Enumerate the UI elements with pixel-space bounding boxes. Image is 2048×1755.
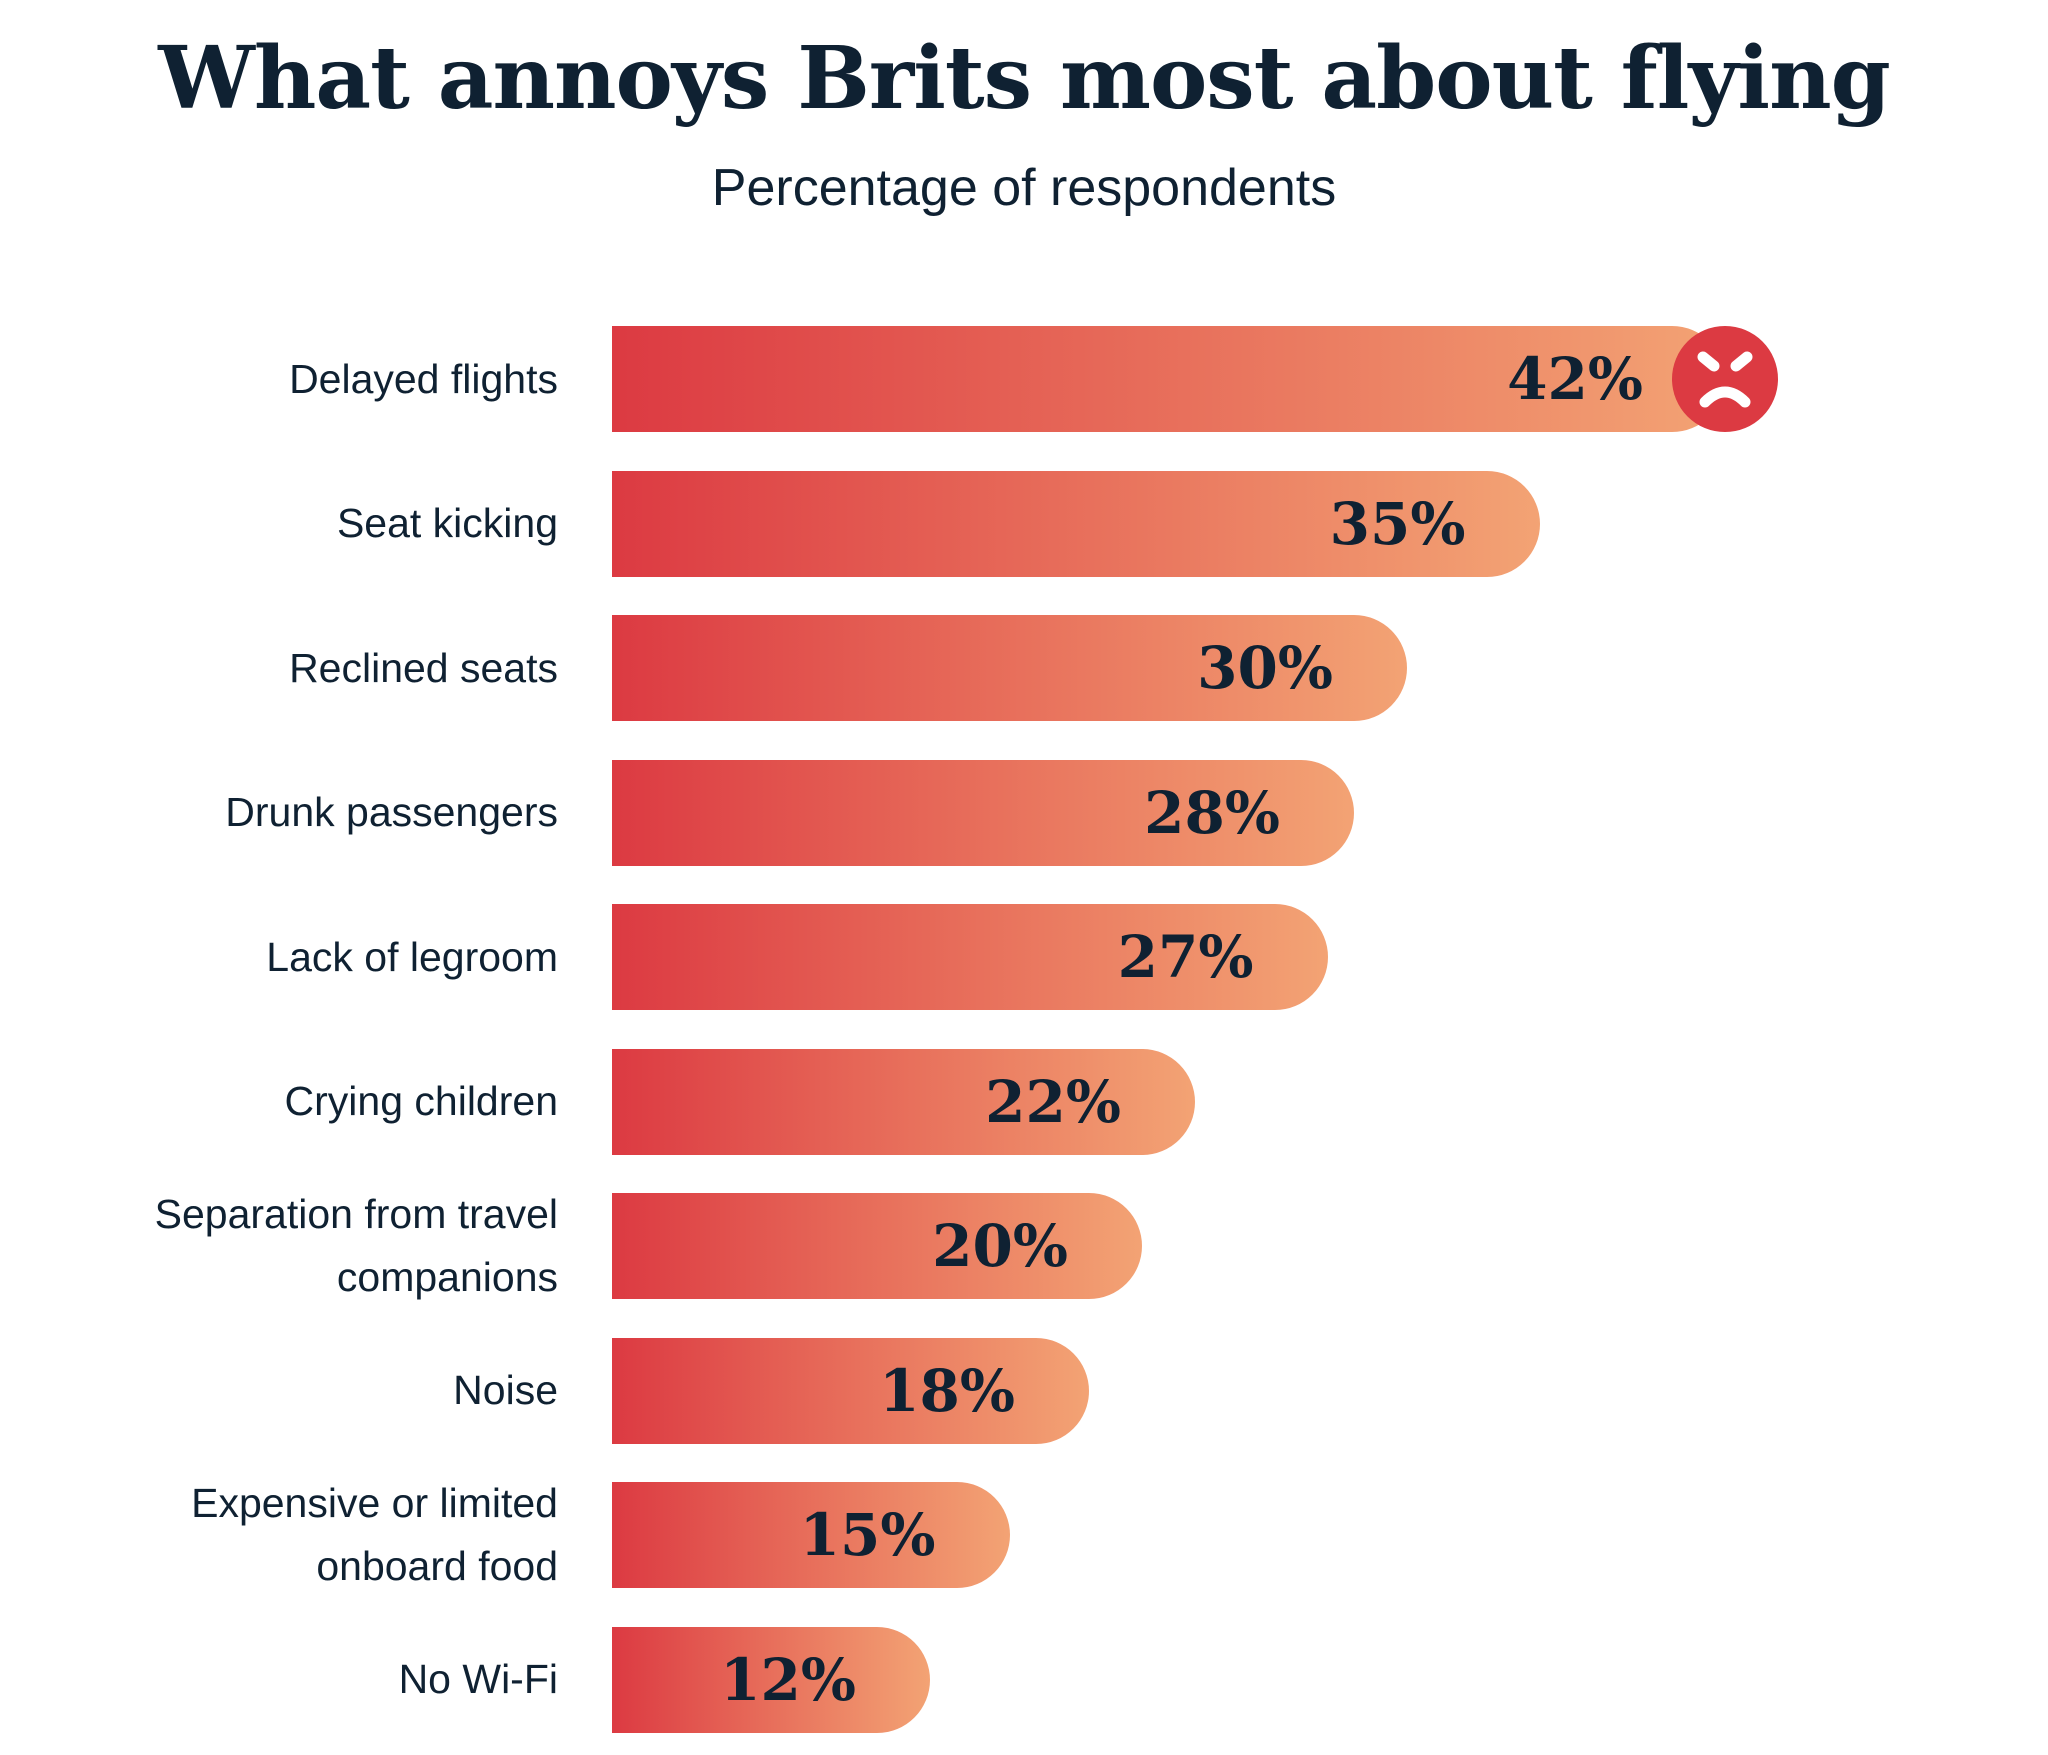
bar bbox=[612, 326, 1725, 432]
value-label: 42% bbox=[1507, 345, 1643, 413]
value-label: 30% bbox=[1197, 634, 1333, 702]
value-label: 18% bbox=[879, 1356, 1015, 1425]
value-label: 12% bbox=[720, 1645, 856, 1714]
bar bbox=[612, 1193, 1142, 1299]
value-label: 28% bbox=[1144, 778, 1280, 847]
category-label-line: No Wi-Fi bbox=[398, 1656, 558, 1702]
category-label: Expensive or limited onboard food bbox=[18, 1472, 558, 1598]
value-label: 15% bbox=[799, 1501, 936, 1569]
category-label-line: Lack of legroom bbox=[266, 933, 558, 980]
bar bbox=[612, 759, 1354, 866]
value-label: 35% bbox=[1329, 489, 1466, 558]
category-label: Noise bbox=[18, 1359, 558, 1422]
chart-subtitle: Percentage of respondents bbox=[711, 159, 1337, 217]
bar bbox=[612, 1337, 1089, 1444]
bar bbox=[612, 470, 1540, 577]
bar bbox=[612, 1626, 930, 1733]
value-label: 22% bbox=[985, 1067, 1121, 1136]
category-label-line: Noise bbox=[453, 1367, 558, 1413]
bar bbox=[612, 615, 1407, 721]
category-label-line: Expensive or limited bbox=[191, 1480, 558, 1526]
category-label: No Wi-Fi bbox=[18, 1648, 558, 1711]
angry-face-icon bbox=[1672, 326, 1778, 432]
category-label-line: Delayed flights bbox=[289, 355, 558, 402]
bar bbox=[612, 904, 1328, 1010]
category-label-line: onboard food bbox=[316, 1543, 558, 1589]
category-label-line: Separation from travel bbox=[154, 1191, 558, 1237]
category-label: Delayed flights bbox=[18, 348, 558, 411]
category-label: Seat kicking bbox=[18, 492, 558, 555]
value-label: 20% bbox=[932, 1212, 1068, 1280]
bar bbox=[612, 1482, 1010, 1588]
category-label-line: companions bbox=[336, 1254, 558, 1300]
category-label-line: Seat kicking bbox=[336, 500, 558, 546]
category-label-line: Crying children bbox=[284, 1078, 558, 1124]
category-label-line: Drunk passengers bbox=[225, 789, 558, 835]
bar bbox=[612, 1048, 1195, 1155]
category-label: Reclined seats bbox=[18, 637, 558, 700]
value-label: 27% bbox=[1117, 923, 1254, 991]
category-label-line: Reclined seats bbox=[289, 644, 558, 691]
chart-title: What annoys Brits most about flying bbox=[158, 28, 1891, 129]
category-label: Lack of legroom bbox=[18, 926, 558, 989]
category-label: Crying children bbox=[18, 1070, 558, 1133]
category-label: Drunk passengers bbox=[18, 781, 558, 844]
category-label: Separation from travel companions bbox=[18, 1183, 558, 1309]
